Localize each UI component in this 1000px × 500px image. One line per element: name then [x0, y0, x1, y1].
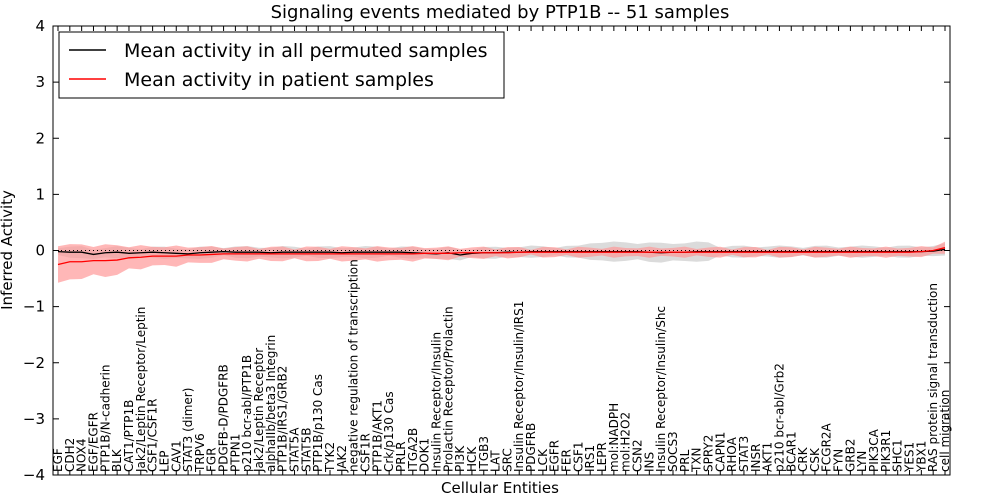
- x-category-label: NOX4: [75, 438, 89, 472]
- legend-label-patient: Mean activity in patient samples: [124, 69, 434, 91]
- x-category-label: PRLR: [394, 441, 408, 472]
- x-category-label: YBX1: [914, 441, 928, 473]
- x-category-label: PTPN1: [228, 434, 242, 472]
- x-category-label: Jak2/Leptin Receptor/Leptin: [134, 307, 148, 473]
- x-category-label: CDH2: [63, 438, 77, 472]
- x-category-label: STAT5A: [288, 427, 302, 472]
- x-ticks: EGFCDH2NOX4EGF/EGFRPTP1B/N-cadherinBLKCA…: [51, 26, 952, 475]
- x-category-label: YES1: [903, 442, 917, 473]
- x-category-label: BLK: [110, 448, 124, 472]
- x-category-label: JAK2: [335, 445, 349, 473]
- x-category-label: Insulin Receptor/Insulin/IRS1: [512, 301, 526, 472]
- x-category-label: CAT1/PTP1B: [122, 400, 136, 472]
- x-category-label: TYK2: [323, 442, 337, 473]
- x-category-label: INSR: [749, 444, 763, 472]
- chart-title: Signaling events mediated by PTP1B -- 51…: [271, 2, 730, 23]
- x-category-label: SOCS3: [666, 431, 680, 472]
- x-category-label: FER: [560, 449, 574, 472]
- x-category-label: Insulin Receptor/Insulin/Shc: [654, 306, 668, 472]
- y-tick-label: 1: [35, 185, 45, 203]
- y-tick-label: −1: [23, 298, 45, 316]
- x-category-label: PTP1B/N-cadherin: [98, 365, 112, 472]
- x-category-label: PTP1B/p130 Cas: [311, 374, 325, 472]
- x-category-label: FCGR2A: [820, 422, 834, 472]
- x-category-label: ITGA2B: [406, 428, 420, 472]
- y-tick-label: 0: [35, 242, 45, 260]
- x-category-label: RHOA: [725, 436, 739, 472]
- x-category-label: SRC: [500, 448, 514, 472]
- x-category-label: PDGFRB: [524, 423, 538, 472]
- y-axis-label: Inferred Activity: [0, 190, 16, 310]
- x-category-label: EGFR: [548, 440, 562, 472]
- x-category-label: BCAR1: [784, 431, 798, 472]
- x-category-label: LEP: [157, 450, 171, 472]
- legend-label-permuted: Mean activity in all permuted samples: [124, 40, 487, 62]
- x-category-label: FGR: [205, 447, 219, 472]
- x-category-label: PRL: [678, 449, 692, 472]
- y-tick-label: −3: [23, 410, 45, 428]
- x-category-label: CSK: [808, 447, 822, 472]
- x-category-label: Insulin Receptor/Insulin: [429, 332, 443, 472]
- x-category-label: INS: [642, 452, 656, 472]
- x-category-label: p210 bcr-abl/PTP1B: [240, 355, 254, 472]
- x-category-label: GRB2: [843, 438, 857, 472]
- y-ticks: −4 −3 −2 −1 0 1 2 3 4: [23, 17, 950, 484]
- x-category-label: STAT3 (dimer): [181, 388, 195, 472]
- x-category-label: CSF1/CSF1R: [146, 399, 160, 472]
- x-category-label: CAV1: [169, 440, 183, 472]
- legend-box: [58, 31, 505, 99]
- x-category-label: Prolactin Receptor/Prolactin: [441, 306, 455, 472]
- x-category-label: EGF/EGFR: [86, 412, 100, 472]
- x-category-label: LCK: [536, 448, 550, 472]
- x-category-label: EGF: [51, 448, 65, 472]
- x-category-label: PTP1B/IRS1/GRB2: [276, 366, 290, 472]
- x-category-label: cell migration: [938, 390, 952, 472]
- x-category-label: PIK3R1: [879, 430, 893, 472]
- x-category-label: STAT3: [737, 436, 751, 472]
- x-category-label: PDGFB-D/PDGFRB: [217, 364, 231, 472]
- x-category-label: CRK: [796, 446, 810, 472]
- x-category-label: mol:H2O2: [619, 412, 633, 472]
- x-category-label: SPRY2: [701, 435, 715, 472]
- x-category-label: alphaIIb/beta3 Integrin: [264, 335, 278, 472]
- x-category-label: IRS1: [583, 445, 597, 472]
- x-category-label: TRPV6: [193, 433, 207, 473]
- x-category-label: FYN: [832, 449, 846, 472]
- x-category-label: Crk/p130 Cas: [382, 391, 396, 472]
- x-category-label: STAT5B: [299, 428, 313, 473]
- x-category-label: TXN: [690, 447, 704, 473]
- x-category-label: LAT: [489, 450, 503, 472]
- x-category-label: negative regulation of transcription: [347, 259, 361, 472]
- y-tick-label: 2: [35, 129, 45, 147]
- x-category-label: CSN2: [631, 439, 645, 472]
- x-category-label: PI3K: [453, 445, 467, 472]
- x-category-label: AKT1: [761, 442, 775, 472]
- x-category-label: CSF1R: [358, 433, 372, 472]
- x-category-label: HCK: [465, 446, 479, 472]
- series-lines: [53, 247, 950, 266]
- y-tick-label: 4: [35, 17, 45, 35]
- x-category-label: SHC1: [891, 439, 905, 472]
- x-category-label: p210 bcr-abl/Grb2: [772, 363, 786, 472]
- legend: Mean activity in all permuted samples Me…: [58, 31, 505, 99]
- x-axis-label: Cellular Entities: [441, 479, 559, 497]
- x-category-label: ITGB3: [477, 436, 491, 472]
- y-tick-label: −2: [23, 354, 45, 372]
- x-category-label: CAPN1: [713, 432, 727, 472]
- x-category-label: LYN: [855, 451, 869, 472]
- y-tick-label: 3: [35, 73, 45, 91]
- y-tick-label: −4: [23, 466, 45, 484]
- series-line-patient: [57, 247, 946, 266]
- plot-frame: [52, 25, 951, 476]
- x-category-label: mol:NADPH: [607, 403, 621, 472]
- x-category-label: RAS protein signal transduction: [926, 283, 940, 472]
- x-category-label: LEPR: [595, 442, 609, 472]
- x-category-label: DOK1: [418, 438, 432, 472]
- x-category-label: PIK3CA: [867, 428, 881, 472]
- x-category-label: CSF1: [571, 441, 585, 472]
- x-category-label: Jak2/Leptin Receptor: [252, 348, 266, 473]
- x-category-label: PTP1B/AKT1: [370, 400, 384, 472]
